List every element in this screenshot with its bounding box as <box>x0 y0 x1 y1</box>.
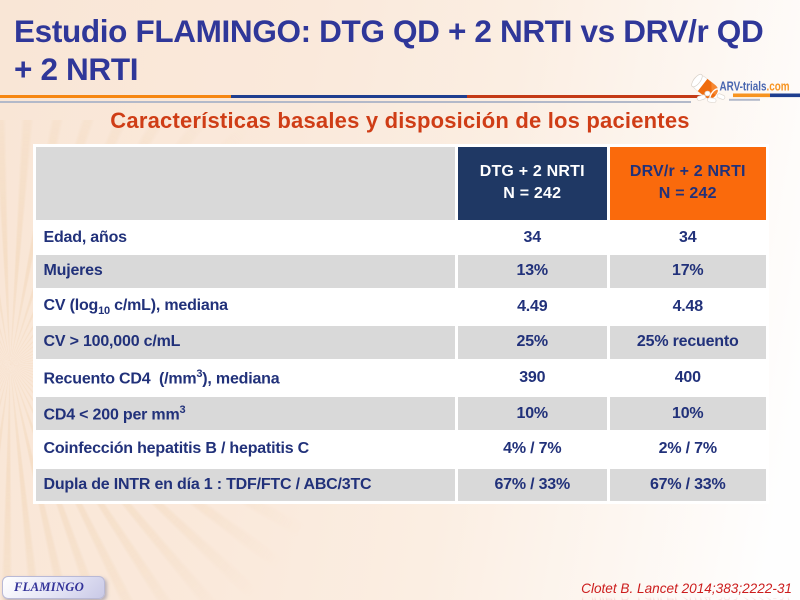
svg-text:ARV-trials.com: ARV-trials.com <box>720 79 790 94</box>
